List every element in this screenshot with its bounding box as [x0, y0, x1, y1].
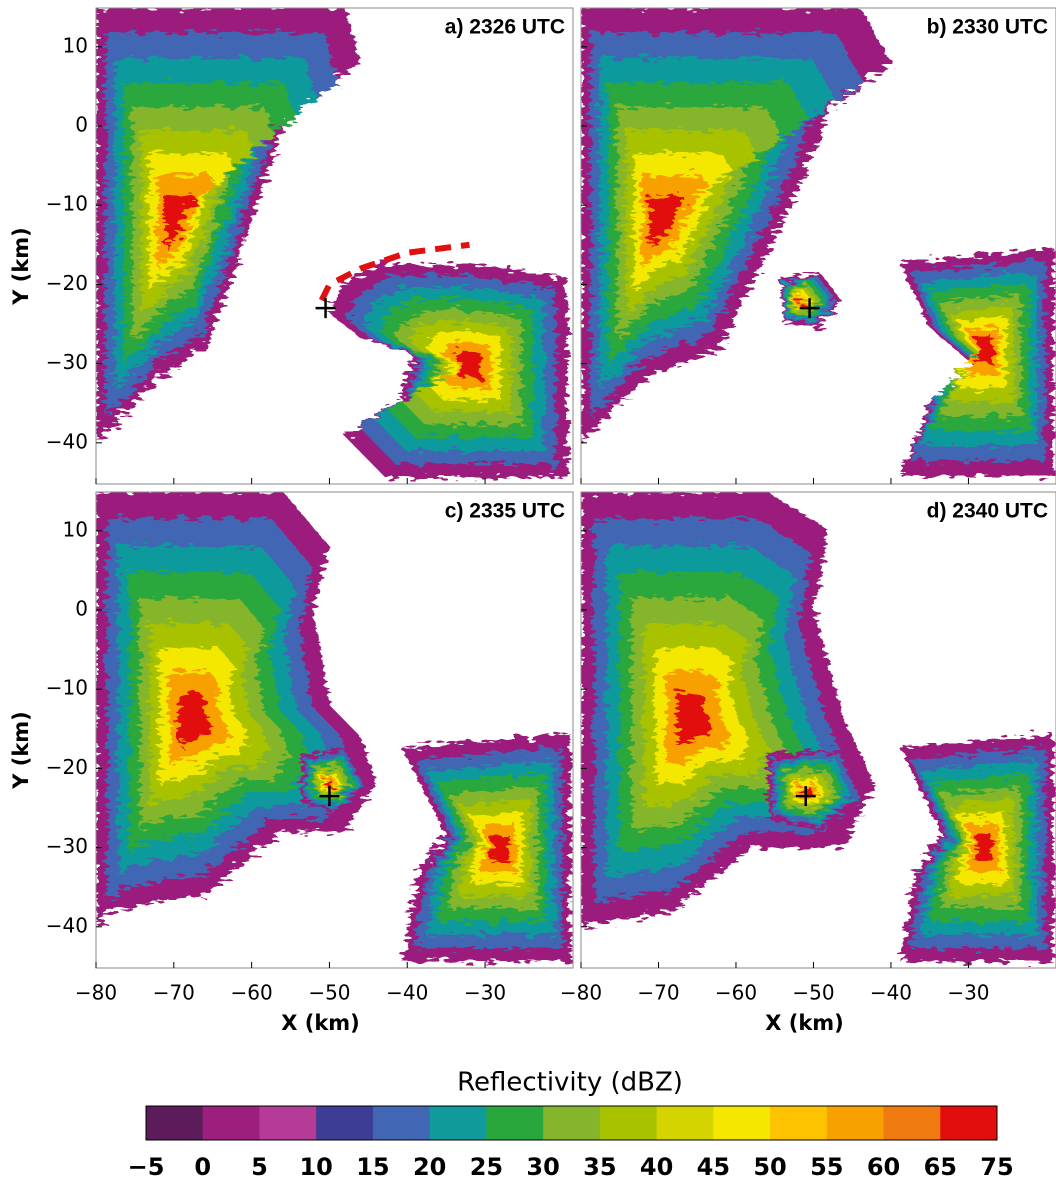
x-tick-label: −50	[308, 981, 350, 1005]
colorbar-bin	[770, 1106, 828, 1140]
echo-contour	[796, 296, 804, 304]
colorbar-tick-label: 5	[251, 1153, 268, 1181]
colorbar-tick-label: 65	[924, 1153, 957, 1181]
y-tick-label: −30	[46, 834, 88, 858]
echo-contour	[649, 195, 687, 248]
x-axis-label: X (km)	[281, 1011, 360, 1035]
radar-field	[581, 8, 1054, 477]
y-tick-label: 10	[63, 33, 88, 57]
y-tick-label: −10	[46, 676, 88, 700]
colorbar-tick-label: 25	[470, 1153, 503, 1181]
echo-contour	[178, 693, 212, 746]
x-tick-label: −30	[464, 981, 506, 1005]
marker	[799, 298, 820, 319]
x-tick-label: −60	[715, 981, 757, 1005]
colorbar-bin	[883, 1106, 941, 1140]
radar-field	[581, 492, 1054, 962]
y-tick-label: −40	[46, 913, 88, 937]
y-tick-label: −10	[46, 192, 88, 216]
colorbar-bin	[259, 1106, 317, 1140]
x-tick-label: −40	[386, 981, 428, 1005]
x-axis-label: X (km)	[765, 1011, 844, 1035]
y-axis-label: Y (km)	[9, 711, 33, 790]
colorbar-bin	[202, 1106, 260, 1140]
colorbar-bin	[826, 1106, 885, 1140]
colorbar-bin	[940, 1106, 998, 1140]
x-tick-label: −80	[560, 981, 602, 1005]
colorbar-tick-label: 15	[356, 1153, 389, 1181]
colorbar-bin	[656, 1106, 714, 1140]
colorbar-tick-label: 10	[299, 1153, 332, 1181]
panel-frame	[580, 7, 1056, 485]
y-tick-label: 0	[75, 113, 88, 137]
echo-contour	[164, 195, 197, 248]
marker	[315, 298, 336, 319]
echo-contour	[676, 693, 712, 746]
colorbar-tick-label: 50	[753, 1153, 786, 1181]
marker	[319, 786, 340, 807]
colorbar-tick-label: 40	[640, 1153, 673, 1181]
y-tick-label: 10	[63, 517, 88, 541]
colorbar-tick-label: 60	[867, 1153, 900, 1181]
x-tick-label: −70	[153, 981, 195, 1005]
echo-contour	[973, 335, 993, 364]
colorbar-tick-label: 35	[583, 1153, 616, 1181]
colorbar-bin	[543, 1106, 601, 1140]
colorbar-tick-label: −5	[128, 1153, 165, 1181]
y-axis-label: Y (km)	[9, 227, 33, 306]
colorbar-bin	[316, 1106, 374, 1140]
panel-title: d) 2340 UTC	[927, 500, 1048, 523]
marker	[795, 786, 816, 807]
colorbar-bin	[429, 1106, 487, 1140]
y-tick-label: −30	[46, 350, 88, 374]
x-tick-label: −70	[637, 981, 679, 1005]
y-tick-label: −40	[46, 429, 88, 453]
colorbar-tick-label: 20	[413, 1153, 446, 1181]
y-tick-label: −20	[46, 755, 88, 779]
colorbar-bin	[372, 1106, 431, 1140]
radar-field	[96, 492, 571, 962]
colorbar-bin	[713, 1106, 771, 1140]
x-tick-label: −80	[75, 981, 117, 1005]
x-tick-label: −30	[947, 981, 989, 1005]
colorbar-bin	[599, 1106, 658, 1140]
colorbar-tick-label: 0	[194, 1153, 211, 1181]
echo-contour	[452, 351, 482, 378]
echo-contour	[488, 833, 510, 862]
colorbar-tick-label: 75	[980, 1153, 1013, 1181]
echo-contour	[326, 779, 334, 788]
echo-contour	[973, 833, 993, 862]
colorbar-title: Reflectivity (dBZ)	[457, 1068, 683, 1098]
panel-frame	[580, 491, 1056, 969]
x-tick-label: −40	[870, 981, 912, 1005]
x-tick-label: −60	[231, 981, 273, 1005]
colorbar-tick-label: 55	[810, 1153, 843, 1181]
panel-frame	[95, 7, 574, 485]
panel-title: c) 2335 UTC	[445, 500, 565, 523]
radar-field	[96, 8, 568, 478]
colorbar-tick-label: 45	[697, 1153, 730, 1181]
colorbar-bin	[486, 1106, 544, 1140]
panel-frame	[95, 491, 574, 969]
gust-front	[318, 241, 470, 302]
y-tick-label: 0	[75, 597, 88, 621]
echo-contour	[801, 786, 813, 797]
x-tick-label: −50	[792, 981, 834, 1005]
panel-title: b) 2330 UTC	[927, 16, 1048, 39]
y-tick-label: −20	[46, 271, 88, 295]
panel-title: a) 2326 UTC	[445, 16, 565, 39]
colorbar-frame	[145, 1105, 998, 1141]
colorbar-bin	[146, 1106, 204, 1140]
colorbar-tick-label: 30	[526, 1153, 559, 1181]
